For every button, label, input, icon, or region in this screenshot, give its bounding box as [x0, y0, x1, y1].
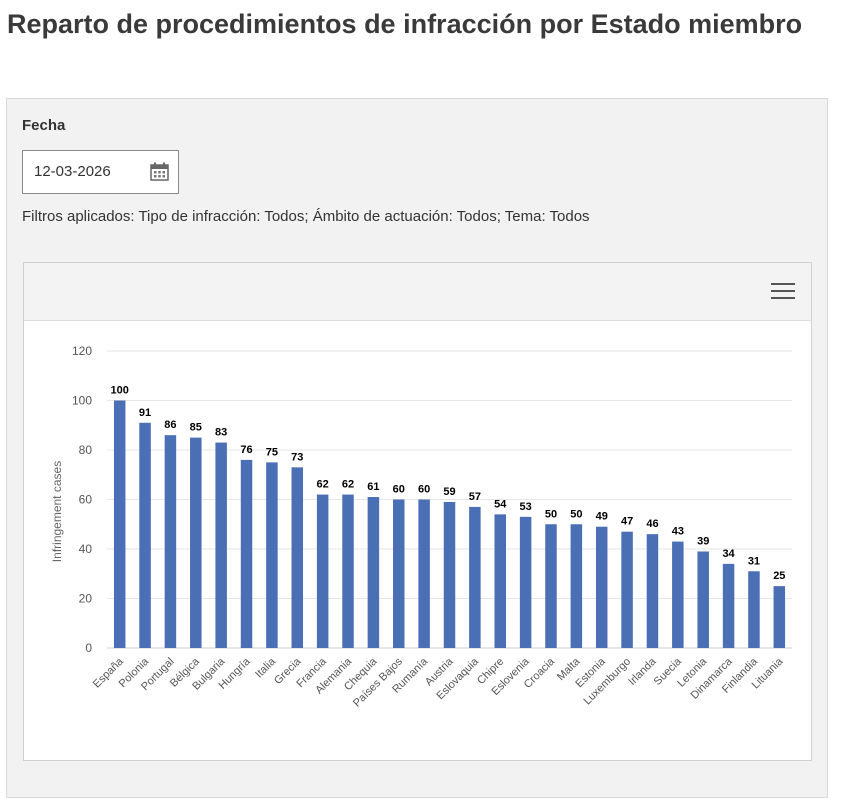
data-label: 57	[469, 491, 481, 503]
bar-16	[519, 516, 532, 648]
data-label: 59	[443, 486, 455, 498]
bar-10	[367, 497, 380, 648]
data-label: 75	[266, 446, 278, 458]
data-label: 100	[111, 385, 129, 397]
bar-12	[418, 499, 430, 648]
chart-container: 0 20 40 60 80 100 120 Infringement cases 100 Espa…	[23, 262, 812, 761]
y-tick-label: 0	[85, 641, 92, 655]
data-label: 73	[291, 451, 303, 463]
bar-17	[545, 524, 557, 648]
y-tick-label: 40	[79, 542, 93, 556]
bar-22	[672, 541, 684, 648]
bar-18	[570, 524, 583, 648]
data-label: 50	[570, 508, 582, 520]
bar-13	[443, 501, 456, 648]
data-label: 60	[393, 484, 405, 496]
applied-filters-text: Filtros aplicados: Tipo de infracción: T…	[22, 208, 590, 225]
data-label: 39	[697, 535, 709, 547]
data-label: 47	[621, 516, 633, 528]
hamburger-menu-icon[interactable]	[771, 280, 795, 302]
data-label: 60	[418, 484, 430, 496]
data-label: 83	[215, 427, 227, 439]
data-label: 85	[190, 422, 202, 434]
data-label: 76	[240, 444, 252, 456]
data-label: 34	[722, 548, 735, 560]
bar-4	[215, 442, 227, 648]
bar-8	[316, 494, 329, 648]
bar-3	[190, 437, 202, 648]
bar-2	[164, 435, 177, 648]
y-tick-label: 20	[79, 592, 93, 606]
y-tick-label: 60	[79, 493, 93, 507]
y-tick-label: 80	[79, 443, 93, 457]
page-title: Reparto de procedimientos de infracción …	[7, 9, 803, 39]
y-tick-label: 120	[72, 344, 92, 358]
bar-15	[494, 514, 506, 648]
bar-7	[291, 467, 304, 648]
bar-1	[139, 422, 151, 648]
date-value: 12-03-2026	[34, 163, 111, 180]
data-label: 62	[317, 479, 329, 491]
data-label: 43	[672, 526, 684, 538]
bar-19	[595, 526, 608, 648]
bar-25	[748, 571, 760, 648]
data-label: 25	[773, 570, 785, 582]
y-axis-title: Infringement cases	[50, 461, 64, 562]
data-label: 86	[164, 419, 176, 431]
bar-6	[266, 462, 278, 648]
data-label: 50	[545, 508, 557, 520]
bar-9	[342, 494, 354, 648]
bar-26	[773, 586, 786, 648]
data-label: 54	[494, 498, 507, 510]
date-label: Fecha	[22, 117, 66, 134]
data-label: 49	[596, 511, 608, 523]
bar-0	[113, 400, 126, 648]
data-label: 46	[646, 518, 658, 530]
data-label: 91	[139, 407, 151, 419]
data-label: 62	[342, 479, 354, 491]
bar-23	[697, 551, 709, 648]
data-label: 31	[748, 555, 760, 567]
bar-21	[646, 534, 659, 648]
data-label: 61	[367, 481, 379, 493]
bar-24	[722, 563, 735, 648]
y-tick-label: 100	[72, 394, 92, 408]
chart-toolbar	[24, 263, 811, 321]
bar-5	[240, 459, 253, 648]
bar-20	[621, 531, 633, 648]
date-field[interactable]: 12-03-2026	[22, 150, 179, 194]
bar-11	[393, 499, 405, 648]
calendar-icon[interactable]	[150, 162, 169, 181]
data-label: 53	[519, 501, 531, 513]
bar-14	[469, 506, 481, 648]
